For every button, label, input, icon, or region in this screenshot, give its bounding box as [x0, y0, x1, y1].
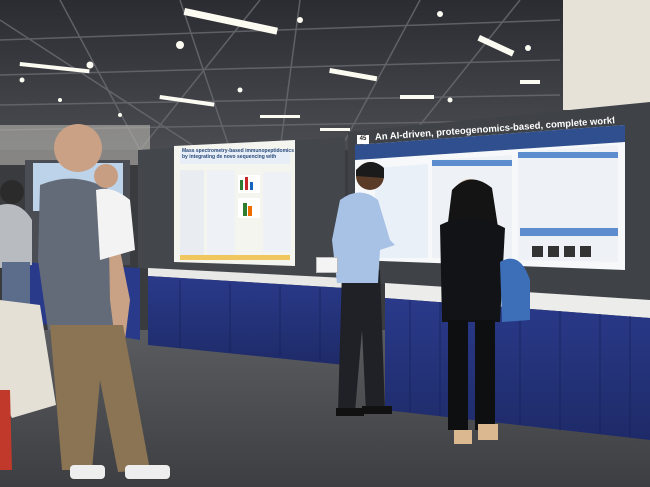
- person-blue-shirt: [332, 161, 395, 416]
- booth-number: 45: [357, 135, 369, 144]
- ceiling-lights: [19, 8, 540, 131]
- wall-pillar: [563, 0, 650, 110]
- poster-left-title: Mass spectrometry-based immunopeptidomic…: [182, 148, 294, 160]
- table-sign: [316, 257, 338, 273]
- table-skirt-left: [148, 276, 345, 365]
- tote-bag: [0, 300, 56, 470]
- table-top-left: [148, 268, 345, 288]
- poster-left-figures: [180, 170, 291, 260]
- person-white-shirt: [94, 164, 135, 260]
- person-black-outfit: [440, 179, 530, 444]
- poster-right-header: [355, 125, 625, 160]
- ceiling-truss: [0, 0, 561, 151]
